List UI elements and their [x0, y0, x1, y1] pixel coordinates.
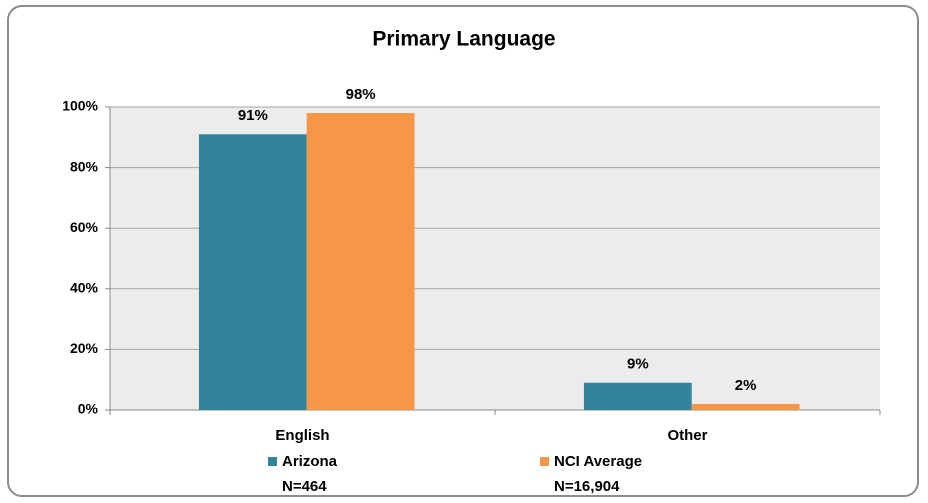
value-label: 2% [735, 377, 757, 394]
bar [583, 382, 692, 410]
legend-label: NCI Average [554, 453, 642, 470]
x-tick-label: English [275, 427, 329, 444]
value-label: 91% [238, 107, 268, 124]
legend-swatch [268, 457, 277, 466]
x-tick-label: Other [667, 427, 707, 444]
legend-n: N=16,904 [554, 478, 620, 495]
y-tick-label: 0% [78, 401, 99, 417]
value-label: 9% [627, 356, 649, 373]
bar [306, 113, 415, 410]
chart-title: Primary Language [372, 28, 555, 51]
legend-swatch [540, 457, 549, 466]
value-label: 98% [346, 86, 376, 103]
y-tick-label: 80% [70, 158, 99, 174]
y-tick-label: 40% [70, 280, 99, 296]
y-tick-label: 100% [62, 98, 98, 114]
bar [691, 403, 800, 410]
y-tick-label: 20% [70, 340, 99, 356]
bar [198, 134, 307, 410]
legend-n: N=464 [282, 478, 327, 495]
legend-label: Arizona [282, 453, 338, 470]
y-tick-label: 60% [70, 219, 99, 235]
